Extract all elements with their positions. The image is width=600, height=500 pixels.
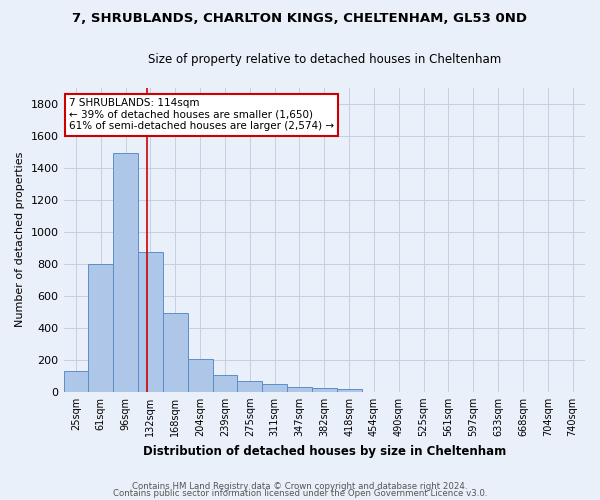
Bar <box>337 389 362 392</box>
Text: 7 SHRUBLANDS: 114sqm
← 39% of detached houses are smaller (1,650)
61% of semi-de: 7 SHRUBLANDS: 114sqm ← 39% of detached h… <box>69 98 334 132</box>
Bar <box>262 384 287 392</box>
X-axis label: Distribution of detached houses by size in Cheltenham: Distribution of detached houses by size … <box>143 444 506 458</box>
Bar <box>212 375 238 392</box>
Bar <box>312 388 337 392</box>
Bar <box>113 153 138 392</box>
Text: 7, SHRUBLANDS, CHARLTON KINGS, CHELTENHAM, GL53 0ND: 7, SHRUBLANDS, CHARLTON KINGS, CHELTENHA… <box>73 12 527 26</box>
Text: Contains public sector information licensed under the Open Government Licence v3: Contains public sector information licen… <box>113 490 487 498</box>
Text: Contains HM Land Registry data © Crown copyright and database right 2024.: Contains HM Land Registry data © Crown c… <box>132 482 468 491</box>
Bar <box>238 382 262 392</box>
Bar <box>163 312 188 392</box>
Y-axis label: Number of detached properties: Number of detached properties <box>15 152 25 328</box>
Bar <box>64 371 88 392</box>
Bar <box>287 386 312 392</box>
Bar <box>188 359 212 392</box>
Bar <box>138 252 163 392</box>
Title: Size of property relative to detached houses in Cheltenham: Size of property relative to detached ho… <box>148 52 501 66</box>
Bar <box>88 264 113 392</box>
